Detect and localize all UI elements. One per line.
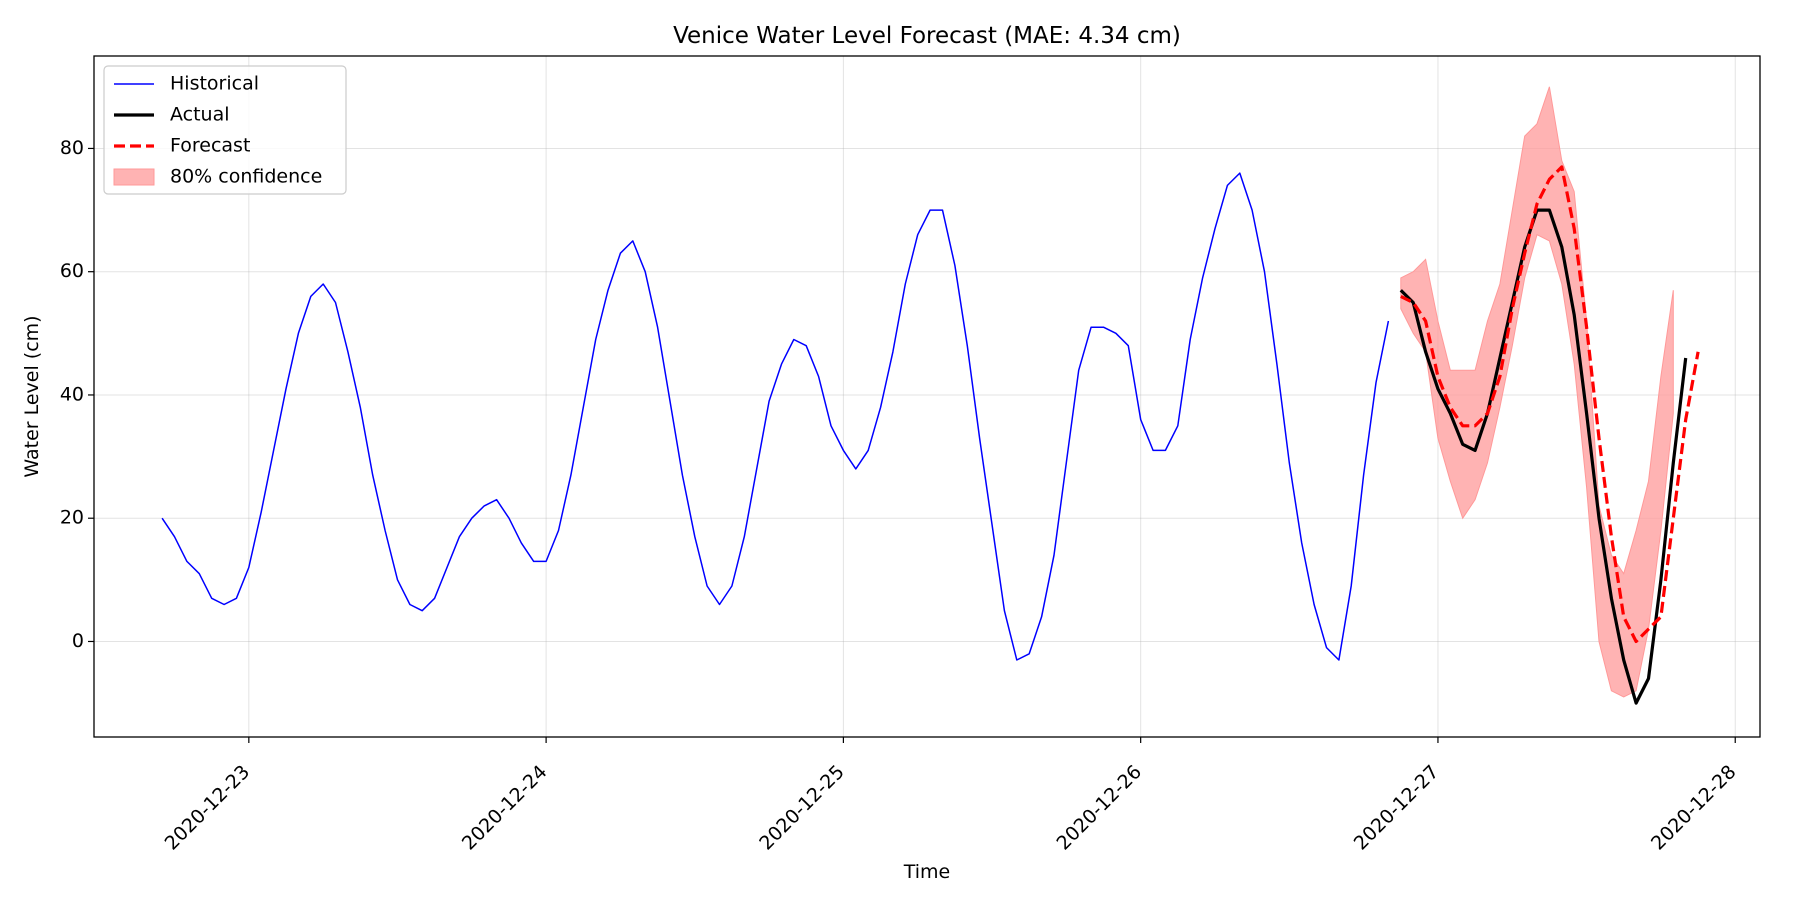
y-tick-label: 60 [60, 260, 84, 282]
plot-frame [93, 55, 1761, 738]
y-axis-title: Water Level (cm) [21, 315, 43, 477]
x-tick-label: 2020-12-25 [755, 761, 849, 855]
chart-title: Venice Water Level Forecast (MAE: 4.34 c… [673, 23, 1181, 49]
series-layer [161, 165, 1700, 705]
y-tick-label: 0 [72, 630, 84, 652]
legend-label-actual: Actual [170, 104, 230, 126]
x-tick-label: 2020-12-26 [1052, 761, 1146, 855]
x-axis-title: Time [903, 861, 951, 883]
legend-swatch-confidence [113, 168, 155, 186]
x-axis-ticks: 2020-12-23 2020-12-24 2020-12-25 2020-12-26… [161, 737, 1741, 855]
historical-line [161, 172, 1390, 661]
x-tick-label: 2020-12-24 [458, 761, 552, 855]
legend: Historical Actual Forecast 80% confidenc… [103, 65, 347, 195]
forecast-line [1400, 165, 1700, 644]
y-tick-label: 80 [60, 137, 84, 159]
legend-label-forecast: Forecast [170, 135, 250, 157]
actual-line [1399, 208, 1688, 705]
legend-label-confidence: 80% confidence [170, 166, 322, 188]
y-tick-label: 20 [60, 507, 84, 529]
confidence-band-layer [1400, 86, 1674, 698]
x-tick-label: 2020-12-27 [1350, 761, 1444, 855]
legend-box [103, 65, 347, 195]
y-axis-ticks: 0 20 40 60 80 [60, 137, 94, 652]
x-tick-label: 2020-12-23 [161, 761, 255, 855]
x-tick-label: 2020-12-28 [1647, 761, 1741, 855]
legend-label-historical: Historical [170, 73, 259, 95]
confidence-band [1400, 86, 1674, 698]
y-tick-label: 40 [60, 383, 84, 405]
